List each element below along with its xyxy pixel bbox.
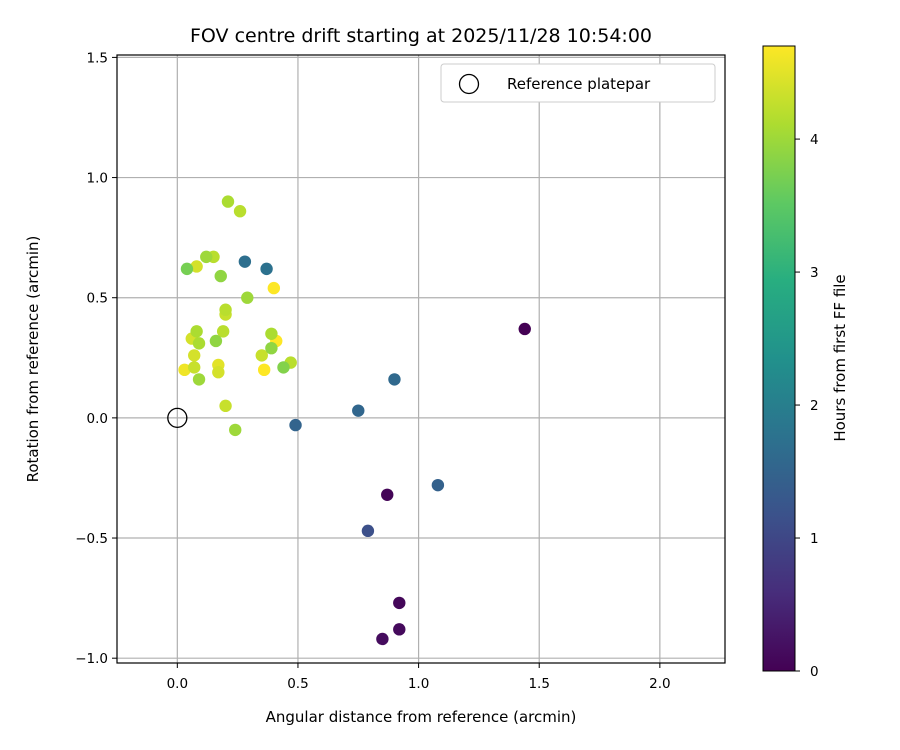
x-tick-label: 1.5 [528,676,549,692]
reference-platepar-marker [167,407,188,429]
plot-frame [116,54,726,664]
data-point [393,623,406,636]
legend-box [440,63,716,103]
data-point [216,325,230,338]
chart-title: FOV centre drift starting at 2025/11/28 … [190,25,652,47]
data-point [219,303,232,316]
scatter-points [178,195,531,646]
data-point [255,349,268,362]
data-point [188,361,201,374]
data-point [238,255,252,268]
data-point [381,488,394,501]
data-point [192,373,206,386]
colorbar-tick-label: 1 [810,531,819,547]
data-point [180,262,194,276]
y-axis-label: Rotation from reference (arcmin) [24,236,42,483]
data-point [260,262,273,276]
y-tick-label: −0.5 [75,531,108,547]
data-point [393,596,406,610]
x-tick-label: 1.0 [408,676,429,692]
data-point [200,250,213,264]
x-axis-label: Angular distance from reference (arcmin) [266,708,577,726]
data-point [518,322,531,336]
data-point [209,334,223,348]
data-point [190,260,203,273]
x-tick-label: 2.0 [649,676,670,692]
x-tick-label: 0.0 [167,676,188,692]
y-tick-label: 1.0 [87,171,108,187]
colorbar-tick-label: 0 [810,664,819,680]
grid [117,55,725,663]
data-point [214,269,227,283]
y-tick-label: −1.0 [75,651,108,667]
data-point [265,327,278,340]
legend-marker-icon [458,73,480,95]
data-point [257,363,271,377]
y-axis-ticks: −1.0 −0.5 0.0 0.5 1.0 1.5 [75,50,117,667]
data-point [241,291,254,304]
data-point [361,524,375,538]
data-point [221,195,235,208]
reference-marker-layer [167,407,188,429]
data-point [352,404,365,417]
data-point [192,337,206,350]
data-point [431,478,445,492]
colorbar-tick-label: 3 [810,265,819,281]
data-point [188,349,201,362]
data-point [289,418,302,432]
data-point [190,325,203,338]
y-tick-label: 1.5 [87,50,108,66]
data-point [376,632,389,646]
y-tick-label: 0.0 [87,411,108,427]
colorbar-ticks: 0 1 2 3 4 [795,132,819,680]
x-tick-label: 0.5 [287,676,308,692]
colorbar-label: Hours from first FF file [831,274,849,441]
data-point [265,341,278,355]
y-tick-label: 0.5 [87,291,108,307]
colorbar [762,45,796,672]
colorbar-tick-label: 2 [810,398,819,414]
colorbar-tick-label: 4 [810,132,819,148]
data-point [267,281,281,295]
data-point [233,205,247,218]
data-point [229,423,242,437]
data-point [219,399,232,413]
data-point [178,363,191,377]
data-point [388,373,401,386]
x-axis-ticks: 0.0 0.5 1.0 1.5 2.0 [167,663,671,692]
data-point [212,366,225,379]
legend-label: Reference platepar [507,75,651,93]
legend: Reference platepar [440,63,716,103]
data-point [277,361,290,374]
